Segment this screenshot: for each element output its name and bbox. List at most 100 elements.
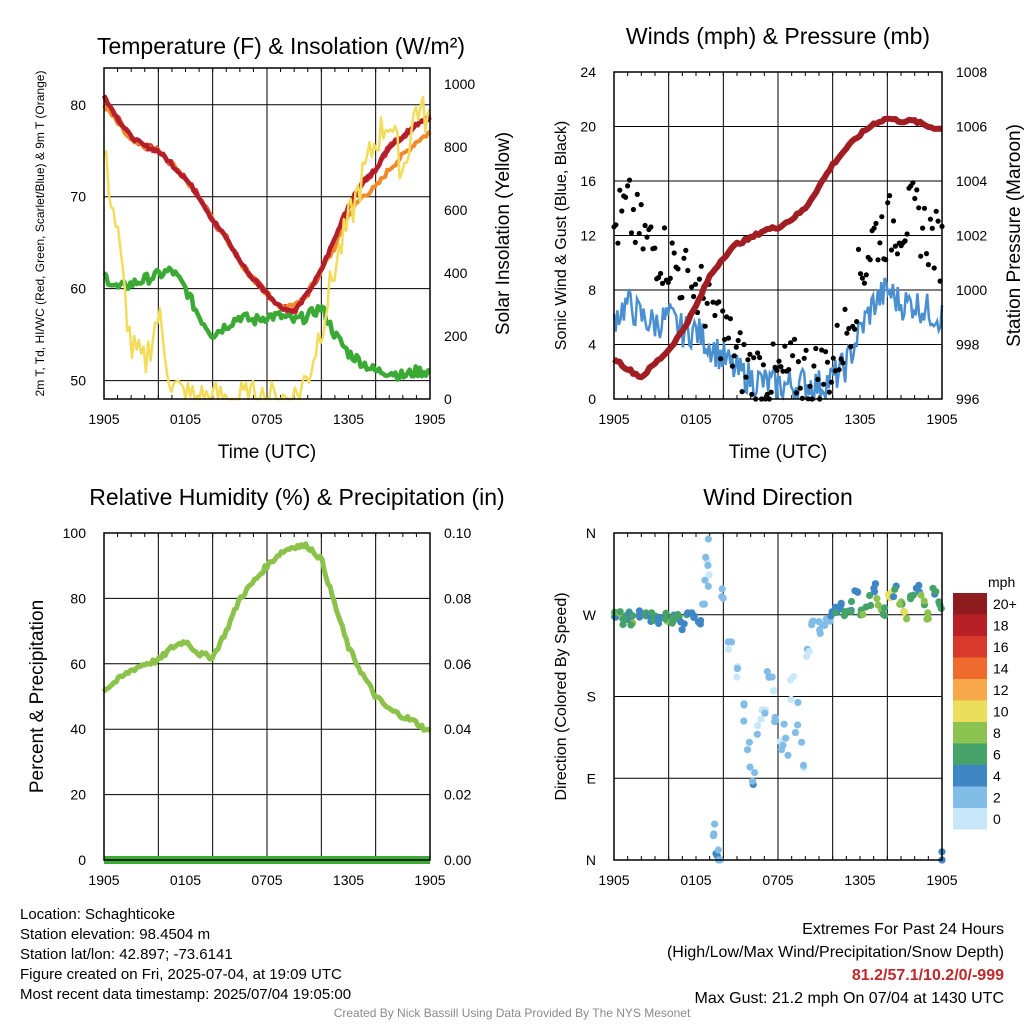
y-axis-label: Percent & Precipitation — [27, 600, 48, 793]
gust-point — [811, 363, 817, 369]
y-tick-label: 60 — [70, 281, 86, 297]
legend-swatch — [953, 679, 987, 701]
direction-point — [700, 600, 709, 608]
direction-point — [818, 621, 827, 629]
gust-point — [923, 251, 930, 257]
gust-point — [873, 220, 879, 226]
direction-point — [711, 820, 719, 828]
gust-point — [830, 355, 836, 361]
legend-title: mph — [988, 574, 1015, 590]
gust-point — [760, 362, 767, 368]
direction-point — [779, 741, 787, 749]
direction-point — [705, 571, 713, 579]
gust-point — [813, 345, 819, 352]
direction-point — [733, 673, 741, 681]
gust-point — [661, 225, 668, 231]
direction-point — [859, 610, 867, 619]
x-tick-label: 1905 — [88, 411, 119, 427]
gust-point — [648, 224, 654, 230]
gust-point — [634, 191, 640, 197]
x-tick-label: 0705 — [762, 411, 793, 427]
direction-point — [840, 608, 849, 616]
gust-point — [844, 330, 850, 336]
direction-point — [697, 617, 705, 625]
gust-point — [632, 239, 638, 245]
gust-point — [801, 355, 807, 361]
direction-point — [627, 621, 635, 629]
direction-point — [784, 751, 792, 759]
y-right-tick-label: 0.10 — [444, 525, 471, 541]
chart-title: Winds (mph) & Pressure (mb) — [626, 23, 930, 49]
y-right-tick-label: 1006 — [956, 119, 987, 135]
y-tick-label: 12 — [580, 228, 596, 244]
gust-point — [821, 381, 827, 387]
direction-point — [751, 769, 759, 777]
direction-point — [799, 761, 808, 770]
gust-point — [642, 222, 648, 229]
y-tick-label: 20 — [70, 787, 86, 803]
x-tick-label: 0705 — [251, 411, 282, 427]
direction-point — [847, 597, 856, 606]
direction-point — [704, 535, 713, 543]
series-line-2 — [101, 94, 432, 315]
direction-point — [678, 626, 686, 634]
gust-point — [704, 300, 710, 306]
y-tick-label: S — [587, 689, 596, 705]
y-right-tick-label: 600 — [444, 202, 468, 218]
gust-point — [617, 187, 623, 193]
direction-point — [718, 585, 726, 593]
direction-point — [765, 673, 773, 681]
legend-label: 12 — [993, 682, 1009, 698]
direction-point — [826, 617, 834, 625]
extremes-subtitle: (High/Low/Max Wind/Precipitation/Snow De… — [666, 944, 1004, 961]
gust-point — [718, 356, 724, 362]
legend-swatch — [953, 743, 987, 765]
direction-point — [636, 613, 644, 621]
y-axis-right-label: Solar Insolation (Yellow) — [493, 132, 514, 335]
gust-point — [735, 337, 741, 344]
y-right-tick-label: 0 — [444, 391, 452, 407]
gust-point — [727, 316, 734, 322]
direction-point — [746, 763, 754, 771]
gust-point — [755, 350, 761, 356]
gust-point — [892, 243, 899, 249]
credit-line: Created By Nick Bassill Using Data Provi… — [333, 1006, 691, 1020]
y-right-tick-label: 800 — [444, 139, 468, 155]
gust-point — [731, 353, 737, 359]
direction-point — [763, 668, 772, 676]
chart-title: Relative Humidity (%) & Precipitation (i… — [89, 484, 504, 510]
x-tick-label: 1905 — [598, 411, 629, 427]
gust-point — [855, 246, 862, 252]
gust-point — [636, 230, 642, 237]
legend-label: 14 — [993, 661, 1009, 677]
gust-point — [840, 360, 846, 366]
direction-point — [879, 610, 887, 618]
gust-point — [626, 177, 633, 183]
legend-swatch — [953, 722, 987, 744]
direction-point — [761, 709, 769, 717]
x-tick-label: 1305 — [333, 411, 364, 427]
y-right-tick-label: 0.04 — [444, 721, 471, 737]
gust-point — [920, 225, 926, 231]
gust-point — [747, 351, 753, 357]
direction-point — [740, 701, 748, 709]
direction-point — [794, 698, 802, 707]
gust-point — [836, 367, 842, 373]
legend-label: 18 — [993, 618, 1009, 634]
legend-swatch — [953, 614, 987, 636]
y-tick-label: 70 — [70, 189, 86, 205]
direction-point — [837, 599, 845, 607]
direction-point — [782, 734, 790, 742]
direction-point — [874, 601, 882, 609]
gust-point — [807, 383, 813, 389]
extremes-info: Extremes For Past 24 Hours (High/Low/Max… — [667, 918, 1004, 1010]
gust-point — [828, 379, 835, 385]
y-right-tick-label: 1008 — [956, 64, 987, 80]
gust-point — [770, 341, 776, 347]
y-axis-label: Sonic Wind & Gust (Blue, Black) — [553, 121, 570, 350]
direction-point — [896, 600, 904, 608]
gust-point — [671, 250, 677, 256]
created-text: Figure created on Fri, 2025-07-04, at 19… — [20, 966, 342, 983]
direction-point — [794, 721, 802, 729]
gust-point — [768, 389, 774, 395]
